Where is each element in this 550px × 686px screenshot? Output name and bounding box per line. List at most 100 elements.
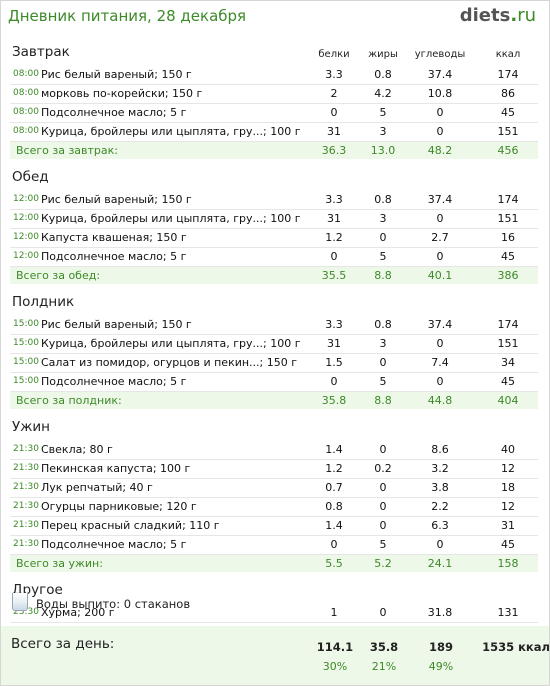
total-carbs: 24.1 [427,557,453,570]
value-protein: 0.7 [325,481,343,494]
food-name[interactable]: Капуста квашеная; 150 г [41,231,187,244]
meal-row[interactable]: 21:30 Перец красный сладкий; 110 г 1.4 0 6.3… [10,517,538,536]
value-kcal: 31 [501,519,515,532]
value-protein: 1.2 [325,462,343,475]
value-protein: 3.3 [325,68,343,81]
food-name[interactable]: Подсолнечное масло; 5 г [41,106,187,119]
total-protein: 35.8 [321,394,347,407]
meal-row[interactable]: 21:30 Подсолнечное масло; 5 г 0 5 0 45 [10,536,538,555]
total-kcal: 158 [497,557,519,570]
value-fat: 5 [379,538,387,551]
meal-row[interactable]: 15:00 Рис белый вареный; 150 г 3.3 0.8 37.4 1… [10,316,538,335]
food-name[interactable]: Рис белый вареный; 150 г [41,193,192,206]
col-carbs: углеводы [414,49,466,60]
value-protein: 0.8 [325,500,343,513]
food-name[interactable]: Курица, бройлеры или цыплята, гру...; 10… [41,337,301,350]
food-name[interactable]: Пекинская капуста; 100 г [41,462,191,475]
meal-time: 21:30 [13,501,39,511]
meal-row[interactable]: 12:00 Капуста квашеная; 150 г 1.2 0 2.7 16 [10,229,538,248]
food-name[interactable]: Курица, бройлеры или цыплята, гру...; 10… [41,212,301,225]
meal-row[interactable]: 08:00 Рис белый вареный; 150 г 3.3 0.8 37.4 1… [10,66,538,85]
value-kcal: 151 [497,337,519,350]
value-fat: 3 [379,125,387,138]
total-fat: 13.0 [370,144,396,157]
meal-row[interactable]: 21:30 Огурцы парниковые; 120 г 0.8 0 2.2 12 [10,498,538,517]
meal-row[interactable]: 23:30 Хурма; 200 г 1 0 31.8 131 [10,604,538,623]
value-fat: 5 [379,375,387,388]
value-carbs: 0 [436,375,444,388]
value-carbs: 7.4 [431,356,449,369]
value-fat: 0 [379,443,387,456]
total-carbs: 48.2 [427,144,453,157]
value-carbs: 37.4 [427,193,453,206]
value-protein: 0 [330,375,338,388]
meal-row[interactable]: 08:00 Курица, бройлеры или цыплята, гру..… [10,123,538,142]
meal-time: 15:00 [13,338,39,348]
meal-row[interactable]: 15:00 Салат из помидор, огурцов и пекин..… [10,354,538,373]
food-name[interactable]: Подсолнечное масло; 5 г [41,375,187,388]
glass-icon[interactable] [12,593,28,611]
meal-time: 08:00 [13,88,39,98]
value-carbs: 37.4 [427,318,453,331]
meal-row[interactable]: 12:00 Подсолнечное масло; 5 г 0 5 0 45 [10,248,538,267]
food-name[interactable]: Рис белый вареный; 150 г [41,318,192,331]
value-fat: 0.8 [374,193,392,206]
value-carbs: 0 [436,106,444,119]
food-name[interactable]: Курица, бройлеры или цыплята, гру...; 10… [41,125,301,138]
section-title: Ужин [12,419,50,435]
total-carbs: 40.1 [427,269,453,282]
value-fat: 0.8 [374,318,392,331]
meal-row[interactable]: 08:00 морковь по-корейски; 150 г 2 4.2 10.8 8… [10,85,538,104]
meal-row[interactable]: 15:00 Курица, бройлеры или цыплята, гру..… [10,335,538,354]
value-carbs: 10.8 [427,87,453,100]
value-protein: 3.3 [325,193,343,206]
value-carbs: 0 [436,250,444,263]
food-name[interactable]: морковь по-корейски; 150 г [41,87,203,100]
food-name[interactable]: Перец красный сладкий; 110 г [41,519,220,532]
food-name[interactable]: Огурцы парниковые; 120 г [41,500,197,513]
food-name[interactable]: Рис белый вареный; 150 г [41,68,192,81]
section-title: Завтрак [12,44,70,60]
logo-tld: ru [517,5,536,26]
value-carbs: 8.6 [431,443,449,456]
value-protein: 2 [330,87,338,100]
col-fat: жиры [368,49,398,60]
meal-row[interactable]: 15:00 Подсолнечное масло; 5 г 0 5 0 45 [10,373,538,392]
page-title: Дневник питания, 28 декабря [8,7,247,25]
site-logo[interactable]: diets.ru [460,5,536,26]
meal-row[interactable]: 21:30 Свекла; 80 г 1.4 0 8.6 40 [10,441,538,460]
food-name[interactable]: Салат из помидор, огурцов и пекин...; 15… [41,356,298,369]
meal-time: 15:00 [13,319,39,329]
value-kcal: 174 [497,68,519,81]
value-fat: 5 [379,250,387,263]
section-total: Всего за завтрак: 36.3 13.0 48.2 456 [10,142,538,159]
value-carbs: 0 [436,212,444,225]
value-carbs: 0 [436,337,444,350]
value-fat: 0 [379,519,387,532]
meal-row[interactable]: 12:00 Курица, бройлеры или цыплята, гру..… [10,210,538,229]
value-carbs: 2.7 [431,231,449,244]
meal-time: 21:30 [13,463,39,473]
day-total-protein: 114.1 [316,640,354,654]
meal-row[interactable]: 21:30 Пекинская капуста; 100 г 1.2 0.2 3.2 12 [10,460,538,479]
value-fat: 0 [379,356,387,369]
value-kcal: 174 [497,318,519,331]
section-total: Всего за полдник: 35.8 8.8 44.8 404 [10,392,538,409]
value-fat: 5 [379,106,387,119]
value-kcal: 45 [501,106,515,119]
meal-time: 21:30 [13,444,39,454]
food-name[interactable]: Свекла; 80 г [41,443,113,456]
day-total-fat: 35.8 [369,640,399,654]
meal-row[interactable]: 21:30 Лук репчатый; 40 г 0.7 0 3.8 18 [10,479,538,498]
section-total: Всего за ужин: 5.5 5.2 24.1 158 [10,555,538,572]
food-name[interactable]: Лук репчатый; 40 г [41,481,153,494]
value-protein: 1.4 [325,443,343,456]
value-carbs: 37.4 [427,68,453,81]
meal-time: 15:00 [13,357,39,367]
food-name[interactable]: Хурма; 200 г [41,606,115,619]
food-name[interactable]: Подсолнечное масло; 5 г [41,250,187,263]
value-kcal: 86 [501,87,515,100]
meal-row[interactable]: 08:00 Подсолнечное масло; 5 г 0 5 0 45 [10,104,538,123]
food-name[interactable]: Подсолнечное масло; 5 г [41,538,187,551]
meal-row[interactable]: 12:00 Рис белый вареный; 150 г 3.3 0.8 37.4 1… [10,191,538,210]
